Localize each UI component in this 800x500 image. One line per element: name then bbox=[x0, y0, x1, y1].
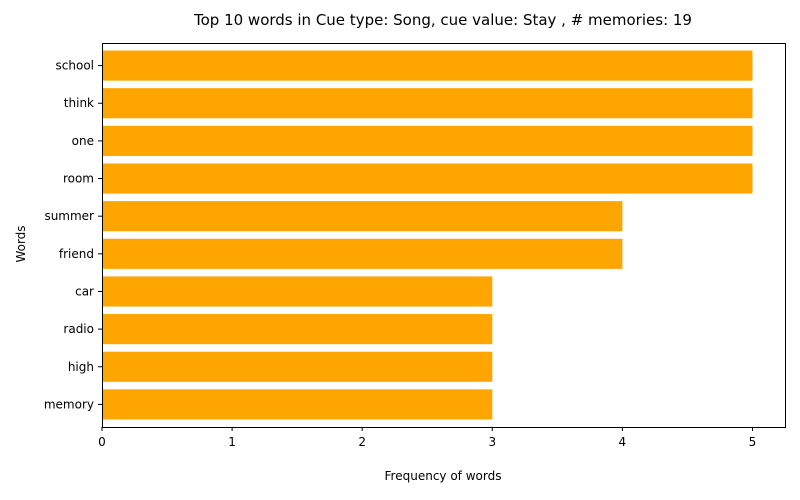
bar-one bbox=[102, 125, 753, 156]
y-tick-label: high bbox=[68, 360, 94, 374]
bar-high bbox=[102, 351, 493, 382]
axes-frame bbox=[102, 43, 786, 428]
bars-group bbox=[102, 50, 753, 420]
bar-summer bbox=[102, 201, 623, 232]
x-tick-label: 3 bbox=[488, 435, 496, 449]
x-ticks-group: 0 1 2 3 4 5 bbox=[98, 427, 756, 449]
y-tick-label: car bbox=[75, 284, 94, 298]
bar-school bbox=[102, 50, 753, 81]
x-tick-label: 0 bbox=[98, 435, 106, 449]
x-tick-label: 5 bbox=[749, 435, 757, 449]
x-tick-label: 1 bbox=[228, 435, 236, 449]
chart-title: Top 10 words in Cue type: Song, cue valu… bbox=[194, 11, 692, 29]
y-tick-label: room bbox=[63, 172, 94, 186]
y-tick-label: friend bbox=[59, 247, 94, 261]
y-tick-label: school bbox=[56, 59, 94, 73]
bar-radio bbox=[102, 314, 493, 345]
x-tick-label: 2 bbox=[358, 435, 366, 449]
bar-friend bbox=[102, 238, 623, 269]
x-axis-label: Frequency of words bbox=[384, 469, 502, 483]
bar-car bbox=[102, 276, 493, 307]
y-tick-label: radio bbox=[63, 322, 94, 336]
y-tick-label: think bbox=[64, 96, 94, 110]
bar-memory bbox=[102, 389, 493, 420]
y-tick-label: summer bbox=[44, 209, 94, 223]
x-tick-label: 4 bbox=[619, 435, 627, 449]
y-tick-label: one bbox=[72, 134, 94, 148]
bar-room bbox=[102, 163, 753, 194]
bar-think bbox=[102, 88, 753, 119]
y-ticks-group: school think one room summer friend car radio hi… bbox=[44, 59, 102, 411]
y-tick-label: memory bbox=[44, 397, 94, 411]
